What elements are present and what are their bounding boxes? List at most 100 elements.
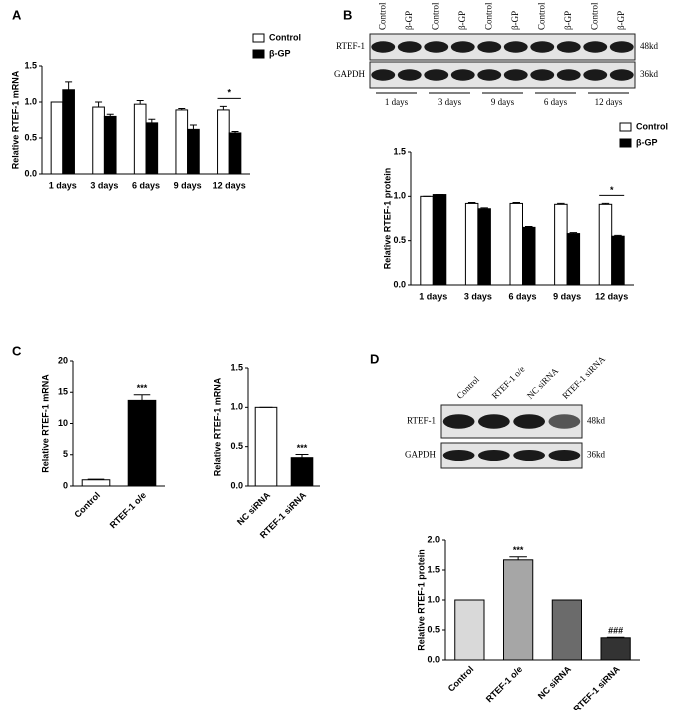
y-tick-label: 2.0 bbox=[427, 534, 440, 544]
blot-band bbox=[477, 69, 502, 81]
legend-swatch bbox=[619, 138, 632, 148]
blot-band bbox=[530, 69, 555, 81]
bar bbox=[103, 115, 117, 175]
y-axis-label: Relative RTEF-1 mRNA bbox=[40, 374, 50, 473]
blot-column-label: Control bbox=[589, 2, 599, 30]
bar bbox=[454, 599, 485, 661]
y-tick-label: 0 bbox=[63, 480, 68, 490]
error-bar bbox=[601, 202, 610, 205]
x-tick-label: 1 days bbox=[419, 291, 447, 301]
bar bbox=[509, 202, 523, 286]
blot-group-label: 6 days bbox=[544, 97, 568, 107]
blot-band bbox=[450, 69, 475, 81]
bar bbox=[420, 195, 434, 286]
panel-letter: D bbox=[370, 351, 379, 366]
bar bbox=[503, 559, 534, 661]
y-tick-label: 1.5 bbox=[230, 362, 243, 372]
legend-label: β-GP bbox=[269, 48, 291, 58]
x-tick-label: RTEF-1 o/e bbox=[108, 490, 148, 530]
bar bbox=[477, 208, 491, 286]
bar bbox=[598, 203, 613, 286]
x-tick-label: Control bbox=[72, 490, 102, 520]
legend-label: β-GP bbox=[636, 137, 658, 147]
error-bar bbox=[509, 556, 527, 560]
legend-swatch bbox=[252, 33, 265, 43]
blot-band bbox=[478, 414, 510, 429]
x-tick-label: 9 days bbox=[553, 291, 581, 301]
bar bbox=[464, 202, 479, 286]
blot-column-label: Control bbox=[454, 374, 481, 401]
blot-group-label: 3 days bbox=[438, 97, 462, 107]
blot-band bbox=[424, 41, 449, 53]
blot-group-label: 1 days bbox=[385, 97, 409, 107]
error-bar bbox=[65, 81, 73, 90]
blot-column-label: β-GP bbox=[404, 11, 414, 30]
y-axis-label: Relative RTEF-1 protein bbox=[382, 168, 392, 270]
y-tick-label: 0.0 bbox=[24, 168, 37, 178]
y-tick-label: 1.0 bbox=[393, 191, 406, 201]
bar bbox=[600, 637, 631, 661]
blot-column-label: Control bbox=[483, 2, 493, 30]
error-bar bbox=[178, 107, 186, 110]
blot-size-label: 48kd bbox=[640, 41, 659, 51]
x-tick-label: 6 days bbox=[132, 180, 160, 190]
bar bbox=[92, 106, 105, 175]
panel-letter: A bbox=[12, 7, 22, 22]
error-bar bbox=[148, 118, 156, 123]
y-tick-label: 1.0 bbox=[427, 594, 440, 604]
x-tick-label: RTEF-1 o/e bbox=[484, 664, 524, 704]
x-tick-label: 12 days bbox=[595, 291, 628, 301]
legend-label: Control bbox=[636, 121, 668, 131]
bar bbox=[133, 103, 147, 175]
bar bbox=[81, 479, 111, 487]
bar bbox=[566, 233, 581, 286]
error-bar bbox=[606, 636, 625, 638]
x-tick-label: RTEF-1 siRNA bbox=[572, 664, 623, 710]
blot-band bbox=[513, 414, 545, 429]
error-bar bbox=[136, 100, 144, 105]
blot-column-label: NC siRNA bbox=[525, 365, 561, 401]
error-bar bbox=[569, 232, 578, 234]
x-tick-label: 3 days bbox=[464, 291, 492, 301]
x-tick-label: Control bbox=[446, 664, 476, 694]
y-tick-label: 1.5 bbox=[24, 60, 37, 70]
blot-column-label: Control bbox=[430, 2, 440, 30]
error-bar bbox=[87, 478, 105, 480]
error-bar bbox=[467, 202, 476, 204]
panel-letter: B bbox=[343, 7, 352, 22]
bar bbox=[228, 132, 242, 175]
y-tick-label: 0.5 bbox=[393, 235, 406, 245]
blot-band bbox=[503, 41, 528, 53]
y-tick-label: 20 bbox=[58, 355, 68, 365]
blot-row-label: GAPDH bbox=[334, 69, 366, 79]
blot-band bbox=[442, 450, 475, 461]
blot-band bbox=[424, 69, 449, 81]
blot-row-label: GAPDH bbox=[405, 450, 437, 460]
error-bar bbox=[231, 131, 239, 133]
y-tick-label: 1.5 bbox=[427, 564, 440, 574]
y-axis-label: Relative RTEF-1 protein bbox=[416, 549, 426, 651]
significance-label: *** bbox=[297, 443, 308, 453]
blot-column-label: β-GP bbox=[616, 11, 626, 30]
blot-size-label: 48kd bbox=[587, 416, 606, 426]
blot-band bbox=[583, 69, 608, 81]
y-tick-label: 0.5 bbox=[24, 132, 37, 142]
error-bar bbox=[512, 202, 521, 204]
bar bbox=[217, 109, 230, 175]
blot-column-label: RTEF-1 o/e bbox=[490, 364, 527, 401]
bar bbox=[432, 194, 447, 286]
bar bbox=[254, 406, 278, 487]
y-tick-label: 15 bbox=[58, 387, 68, 397]
blot-band bbox=[477, 41, 502, 53]
x-tick-label: 9 days bbox=[174, 180, 202, 190]
blot-size-label: 36kd bbox=[640, 69, 659, 79]
blot-size-label: 36kd bbox=[587, 450, 606, 460]
legend-swatch bbox=[619, 122, 632, 132]
bar bbox=[554, 203, 568, 286]
legend-swatch bbox=[252, 49, 265, 59]
x-tick-label: 3 days bbox=[90, 180, 118, 190]
x-tick-label: 6 days bbox=[508, 291, 536, 301]
significance-label: ### bbox=[608, 626, 623, 636]
significance-label: * bbox=[227, 88, 231, 98]
error-bar bbox=[524, 225, 533, 228]
